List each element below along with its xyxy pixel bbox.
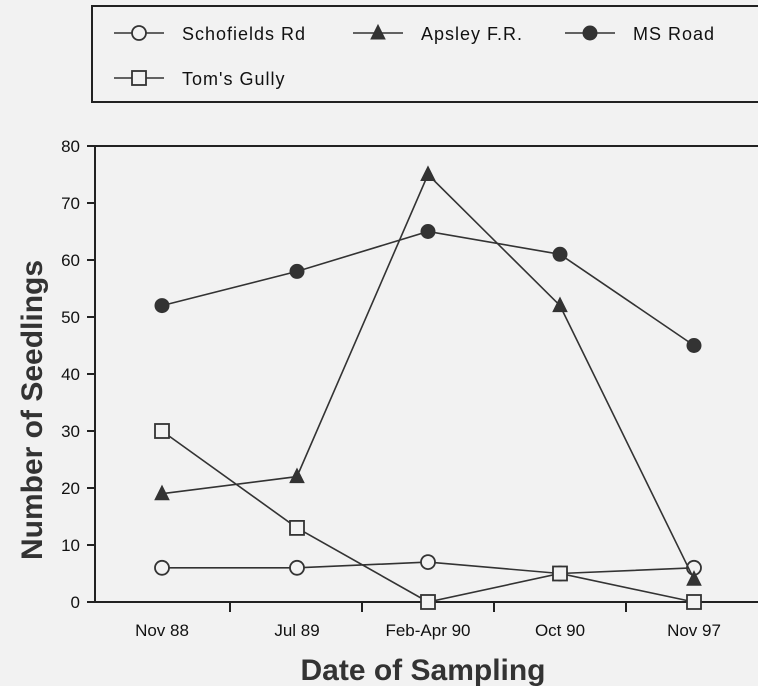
y-tick-label: 10 — [61, 536, 80, 555]
point — [154, 484, 170, 501]
point — [686, 338, 702, 353]
legend-label: MS Road — [633, 24, 715, 44]
point — [582, 25, 598, 41]
point — [420, 554, 436, 570]
y-tick-label: 70 — [61, 194, 80, 213]
x-tick-label: Oct 90 — [535, 621, 585, 640]
legend-label: Tom's Gully — [182, 69, 285, 89]
axes: 0 10 20 30 40 50 60 70 80 Nov 88 Jul 89 Feb-Apr 90 O… — [61, 137, 758, 640]
point — [370, 23, 386, 40]
point — [420, 224, 436, 239]
point — [552, 246, 568, 262]
point — [289, 263, 305, 279]
y-tick-label: 40 — [61, 365, 80, 384]
legend-label: Apsley F.R. — [421, 24, 523, 44]
point — [289, 520, 305, 536]
point — [552, 296, 568, 313]
series — [154, 423, 702, 610]
x-tick-label: Nov 97 — [667, 621, 721, 640]
series — [154, 165, 702, 586]
point — [131, 70, 147, 86]
series — [154, 554, 702, 582]
y-tick-label: 20 — [61, 479, 80, 498]
point — [289, 559, 305, 576]
x-axis-title: Date of Sampling — [300, 654, 545, 686]
y-tick-label: 0 — [71, 593, 80, 612]
y-tick-label: 80 — [61, 137, 80, 156]
x-tick-label: Nov 88 — [135, 621, 189, 640]
legend-item: Schofields Rd — [114, 24, 306, 44]
series-line — [161, 230, 695, 347]
y-axis-title: Number of Seedlings — [16, 260, 49, 560]
y-tick-label: 30 — [61, 422, 80, 441]
y-tick-label: 60 — [61, 251, 80, 270]
series-line — [161, 430, 695, 603]
legend-box — [91, 5, 758, 103]
point — [154, 423, 170, 439]
x-tick-label: Jul 89 — [274, 621, 319, 640]
legend-label: Schofields Rd — [182, 24, 306, 44]
legend-item: MS Road — [565, 24, 715, 44]
point — [420, 165, 436, 181]
series — [154, 224, 702, 353]
point — [686, 594, 702, 610]
point — [131, 25, 147, 41]
y-tick-label: 50 — [61, 308, 80, 327]
point — [552, 565, 568, 582]
point — [289, 467, 305, 484]
point — [154, 298, 170, 314]
legend-item: Apsley F.R. — [353, 23, 523, 44]
point — [154, 559, 170, 576]
point — [686, 570, 702, 586]
legend: Schofields Rd Apsley F.R. MS Road Tom's Gul… — [91, 5, 758, 103]
series-group — [154, 165, 702, 610]
x-tick-label: Feb-Apr 90 — [385, 621, 470, 640]
point — [420, 594, 436, 610]
legend-item: Tom's Gully — [114, 69, 285, 89]
